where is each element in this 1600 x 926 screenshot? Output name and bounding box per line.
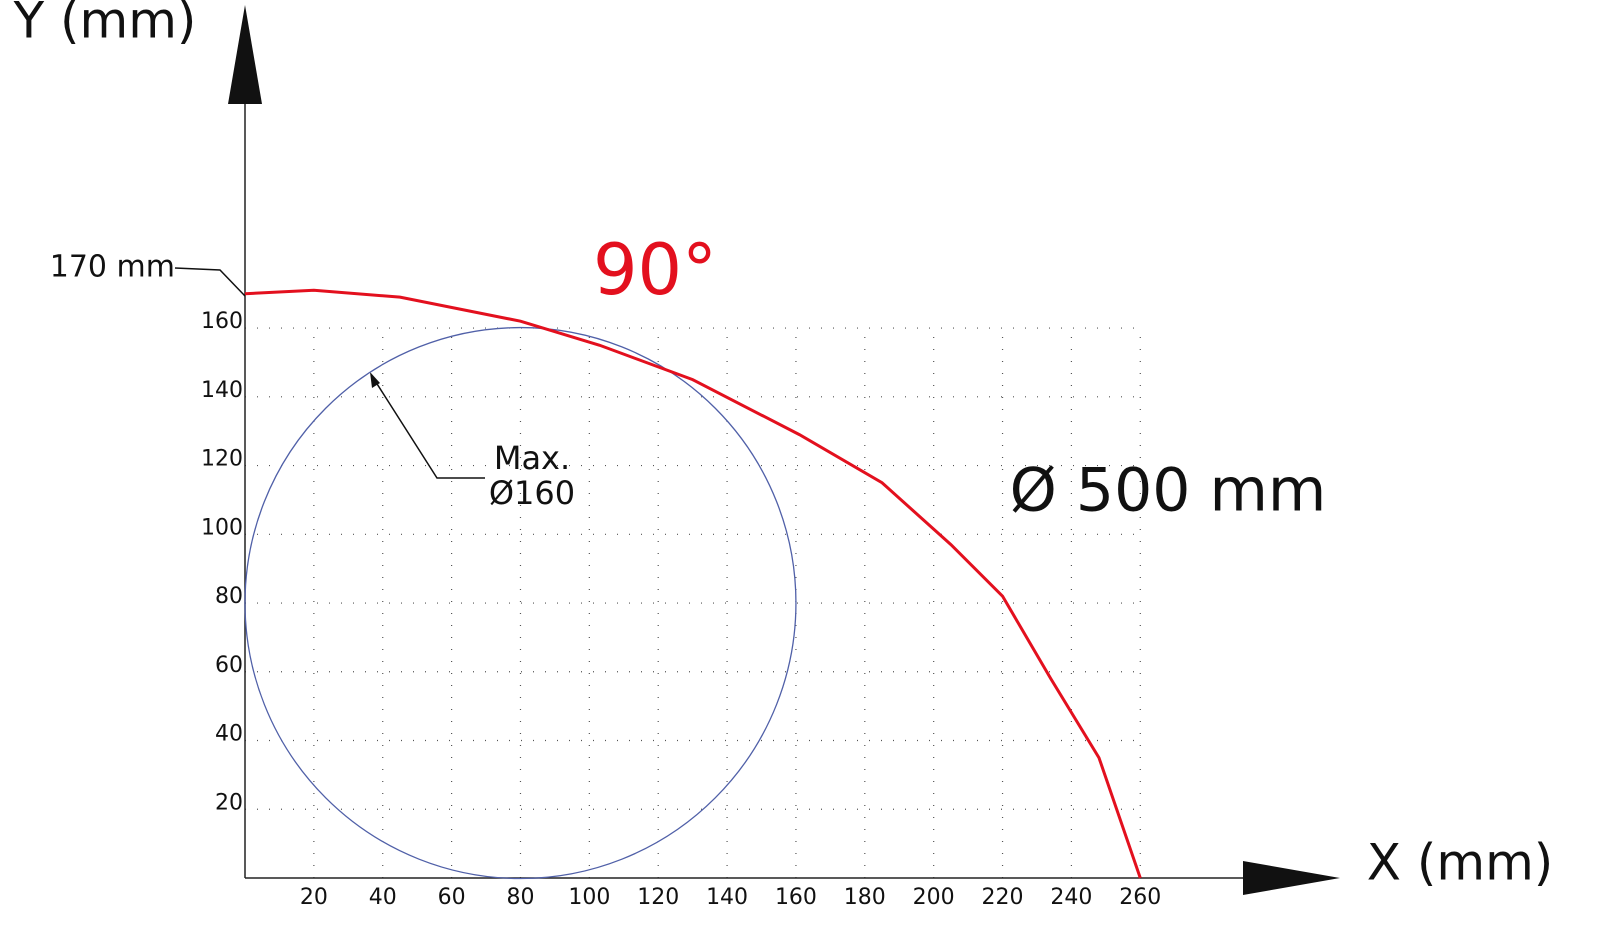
reach-leader [174, 267, 246, 297]
reach-label: 170 mm [50, 250, 175, 285]
x-tick-label: 60 [438, 885, 466, 910]
x-axis-arrow [1243, 861, 1340, 895]
angle-label: 90° [593, 229, 717, 311]
x-tick-label: 200 [913, 885, 955, 910]
x-tick-label: 160 [775, 885, 817, 910]
x-tick-label: 80 [506, 885, 534, 910]
y-tick-label: 120 [201, 447, 243, 472]
x-tick-label: 260 [1119, 885, 1161, 910]
y-tick-label: 160 [201, 309, 243, 334]
x-tick-label: 120 [637, 885, 679, 910]
x-tick-label: 180 [844, 885, 886, 910]
y-tick-label: 100 [201, 515, 243, 540]
y-tick-label: 60 [215, 653, 243, 678]
y-tick-label: 40 [215, 722, 243, 747]
x-tick-label: 100 [568, 885, 610, 910]
x-tick-label: 20 [300, 885, 328, 910]
y-axis-label: Y (mm) [13, 0, 197, 50]
y-tick-label: 20 [215, 790, 243, 815]
x-tick-label: 220 [982, 885, 1024, 910]
circle-label: Max. [494, 439, 570, 477]
max-circle [244, 326, 797, 880]
diameter-label: Ø 500 mm [1010, 456, 1327, 526]
circle-diameter-label: Ø160 [489, 474, 575, 512]
y-tick-label: 80 [215, 584, 243, 609]
y-tick-label: 140 [201, 378, 243, 403]
x-tick-label: 240 [1050, 885, 1092, 910]
x-tick-label: 40 [369, 885, 397, 910]
x-axis-label: X (mm) [1367, 834, 1554, 892]
circle-leader [371, 375, 485, 479]
reach-curve [244, 288, 1142, 879]
y-axis-arrow [228, 5, 262, 104]
x-tick-label: 140 [706, 885, 748, 910]
circle-leader-arrow [370, 372, 380, 388]
